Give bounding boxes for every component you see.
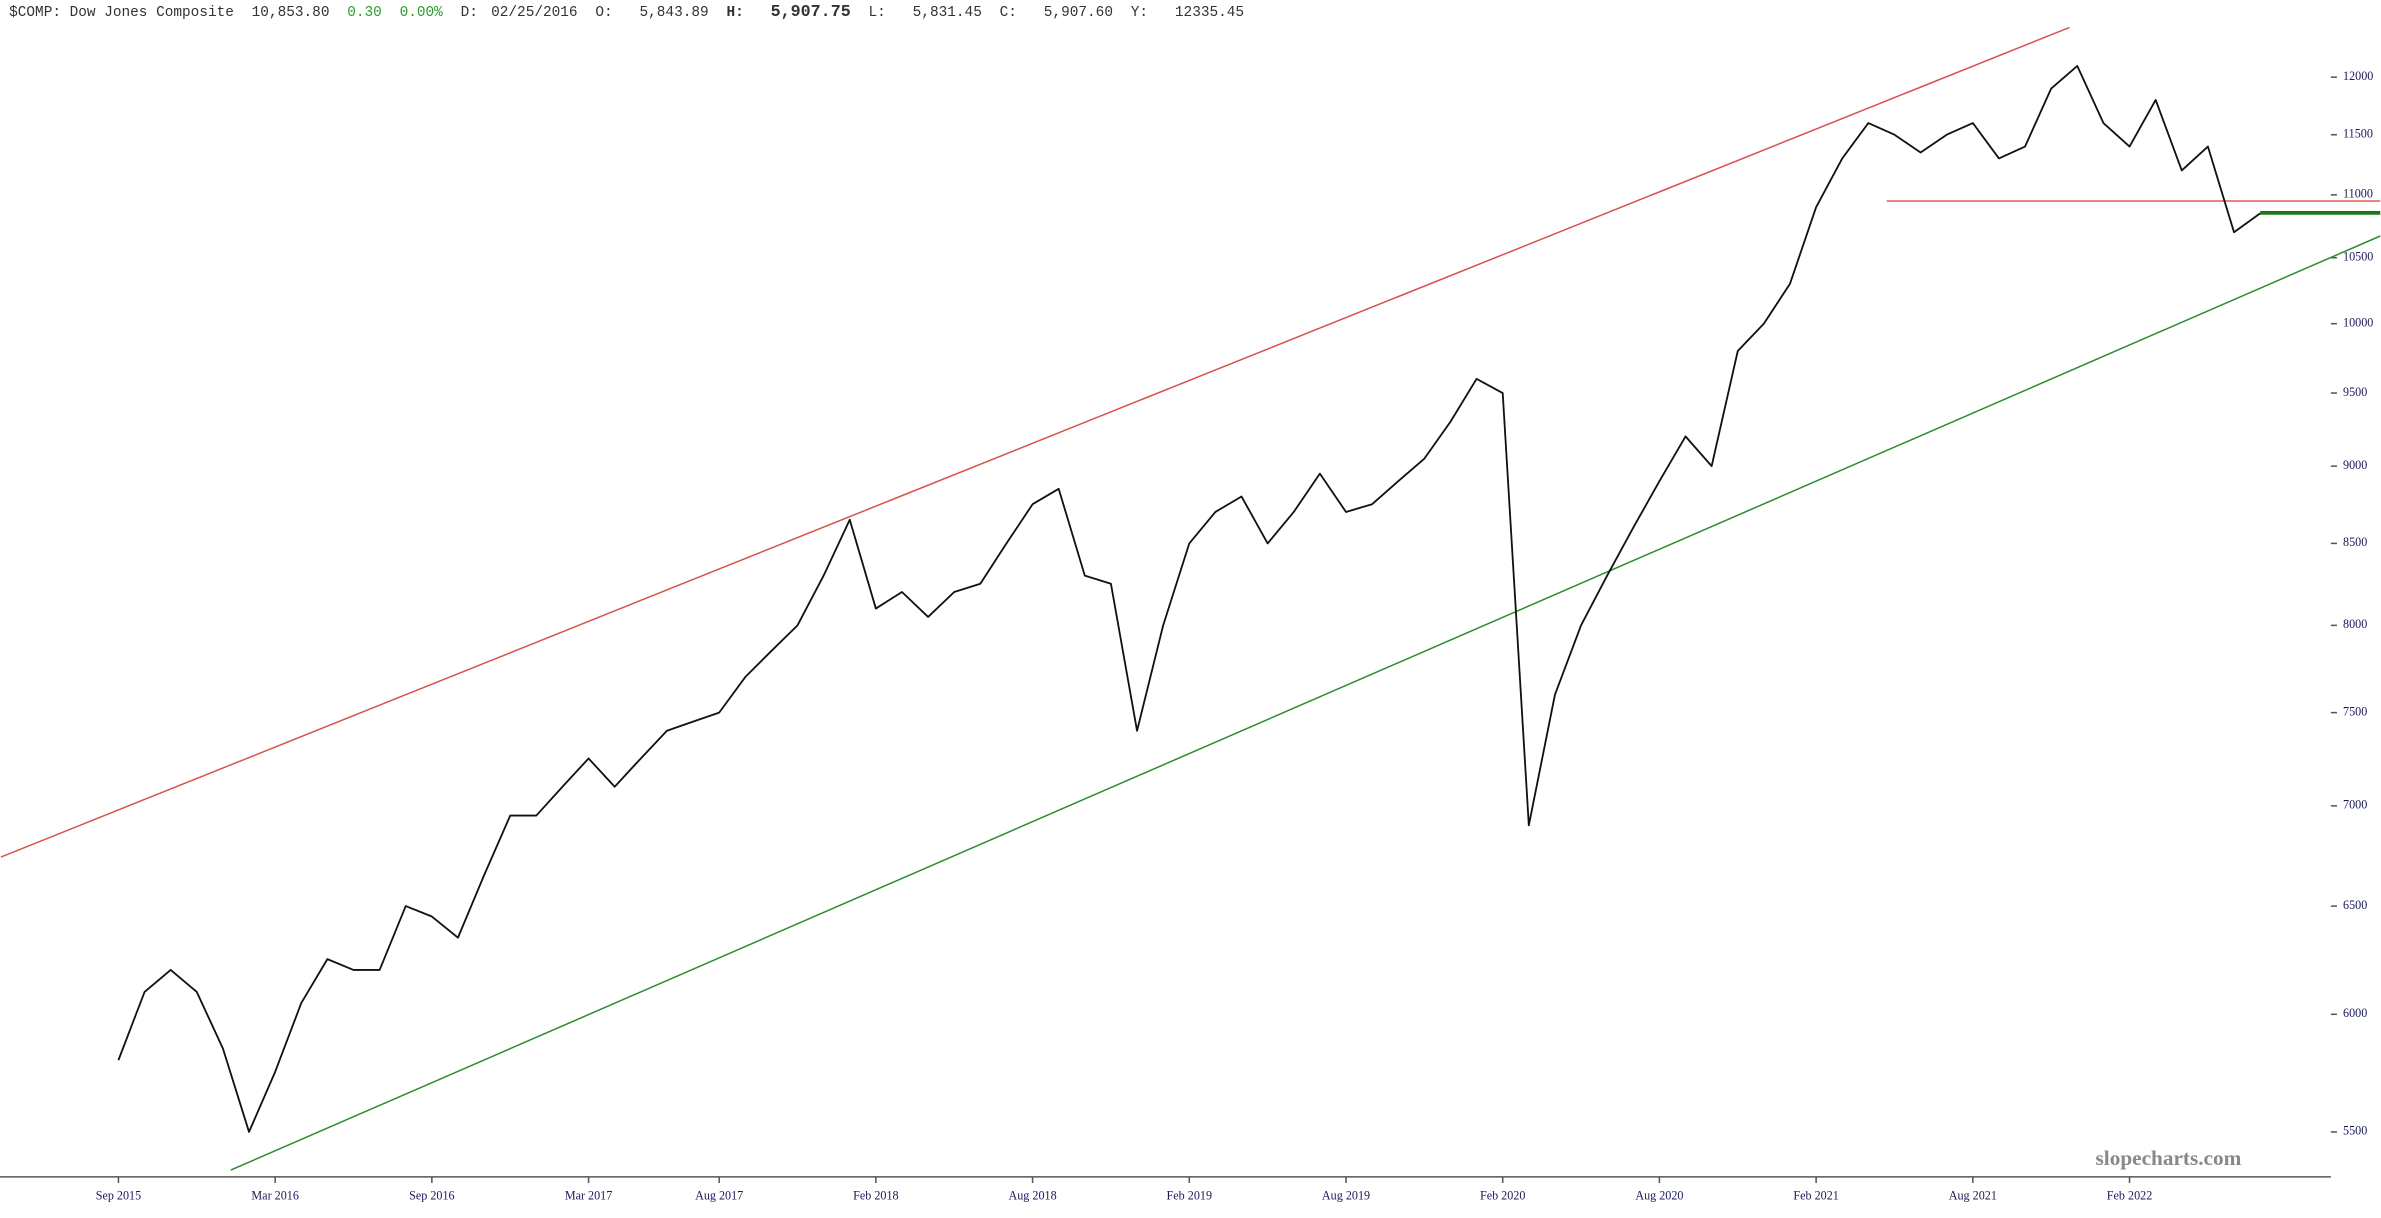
y-tick-label: 6000 [2343, 1006, 2367, 1020]
x-tick-label: Aug 2019 [1322, 1188, 1370, 1202]
x-tick-label: Feb 2022 [2107, 1188, 2152, 1202]
x-tick-label: Aug 2021 [1949, 1188, 1997, 1202]
y-tick-label: 7000 [2343, 798, 2367, 812]
x-tick-label: Feb 2019 [1167, 1188, 1212, 1202]
high: 5,907.75 [771, 4, 851, 23]
change: 0.30 [347, 5, 382, 21]
y-tick-label: 11500 [2343, 127, 2373, 141]
y-tick-label: 10000 [2343, 315, 2373, 329]
chart-header: $COMP: Dow Jones Composite 10,853.80 0.3… [9, 4, 1244, 23]
close-label: C: [1000, 5, 1017, 21]
y-tick-label: 9500 [2343, 385, 2367, 399]
watermark: slopecharts.com [2096, 1146, 2242, 1170]
low: 5,831.45 [913, 5, 982, 21]
low-label: L: [869, 5, 886, 21]
open: 5,843.89 [640, 5, 709, 21]
y-tick-label: 8500 [2343, 535, 2367, 549]
x-tick-label: Feb 2020 [1480, 1188, 1525, 1202]
y-tick-label: 12000 [2343, 69, 2373, 83]
x-tick-label: Aug 2020 [1635, 1188, 1683, 1202]
last-price: 10,853.80 [252, 5, 330, 21]
y-tick-label: 10500 [2343, 249, 2373, 263]
trendline [230, 235, 2381, 1171]
trendline [0, 26, 2070, 858]
y-value: 12335.45 [1175, 5, 1244, 21]
x-tick-label: Aug 2017 [695, 1188, 743, 1202]
y-tick-label: 8000 [2343, 617, 2367, 631]
x-tick-label: Sep 2016 [409, 1188, 454, 1202]
high-label: H: [726, 5, 743, 21]
x-tick-label: Sep 2015 [96, 1188, 141, 1202]
x-tick-label: Mar 2016 [251, 1188, 298, 1202]
date-label: D: [461, 5, 478, 21]
y-tick-label: 9000 [2343, 458, 2367, 472]
date: 02/25/2016 [491, 5, 577, 21]
y-tick-label: 7500 [2343, 704, 2367, 718]
x-tick-label: Mar 2017 [565, 1188, 612, 1202]
x-tick-label: Feb 2021 [1793, 1188, 1838, 1202]
y-label: Y: [1131, 5, 1148, 21]
price-line [117, 65, 2261, 1133]
change-pct: 0.00% [400, 5, 444, 21]
x-tick-label: Aug 2018 [1008, 1188, 1056, 1202]
y-tick-label: 11000 [2343, 187, 2373, 201]
y-tick-label: 5500 [2343, 1124, 2367, 1138]
y-tick-label: 6500 [2343, 898, 2367, 912]
close: 5,907.60 [1044, 5, 1113, 21]
symbol: $COMP: Dow Jones Composite [9, 5, 234, 21]
x-tick-label: Feb 2018 [853, 1188, 898, 1202]
open-label: O: [595, 5, 612, 21]
